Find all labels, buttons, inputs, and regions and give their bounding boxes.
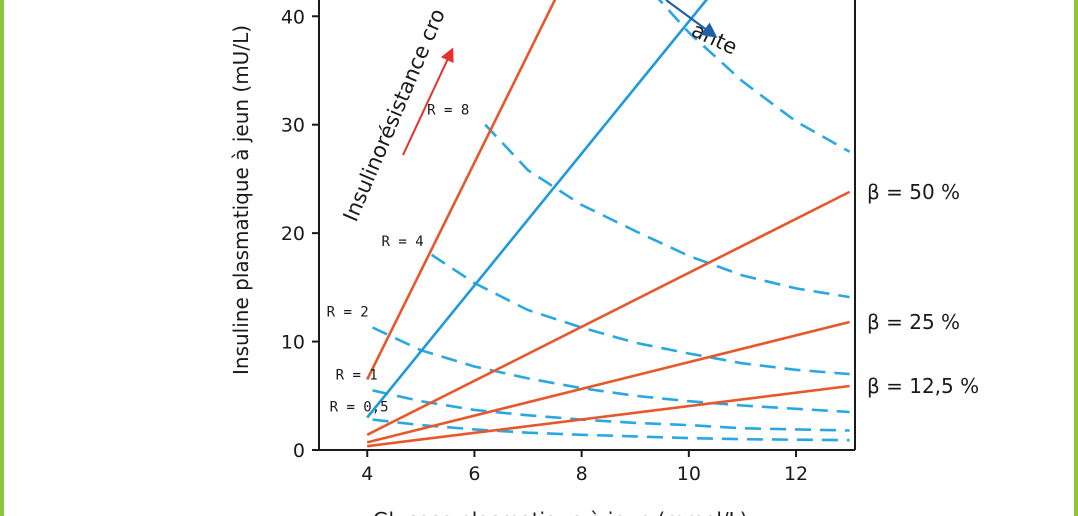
insulin-glucose-chart: 4 6 8 10 12 0 10 20 30 40 R = 8 R = 4 R = 2 R = 1 R =… — [229, 0, 979, 516]
iso-r-curve-2 — [372, 326, 850, 414]
x-tick-label-10: 10 — [677, 463, 701, 485]
beta-line-4 — [367, 384, 850, 448]
secretion-annotation: ante — [688, 18, 741, 60]
beta-line-2 — [366, 190, 851, 436]
y-axis-title: Insuline plasmatique à jeun (mU/L) — [229, 25, 253, 375]
x-tick-label-8: 8 — [576, 463, 588, 485]
iso-r-label-1: R = 4 — [382, 234, 424, 250]
x-axis-title: Glucose plasmatique à jeun (mmol/L) — [373, 508, 748, 516]
y-tick-label-40: 40 — [281, 6, 305, 28]
iso-r-curve-5 — [657, 0, 851, 153]
secretion-arrow — [665, 0, 718, 38]
iso-r-label-0: R = 8 — [427, 103, 469, 119]
iso-r-curve-4 — [372, 418, 850, 442]
beta-line-3 — [366, 320, 850, 444]
iso-r-label-2: R = 2 — [327, 304, 369, 320]
beta-label-3: β = 25 % — [867, 310, 960, 334]
iso-r-curve-0 — [484, 123, 850, 299]
x-tick-label-12: 12 — [784, 463, 808, 485]
y-tick-label-30: 30 — [281, 115, 305, 137]
beta-line-0 — [366, 0, 557, 381]
beta-label-2: β = 50 % — [867, 180, 960, 204]
iso-r-curve-1 — [430, 253, 850, 376]
iso-r-curve-3 — [372, 389, 850, 432]
beta-label-4: β = 12,5 % — [867, 374, 979, 398]
iso-r-label-3: R = 1 — [336, 367, 378, 383]
x-tick-label-6: 6 — [468, 463, 480, 485]
iso-r-label-4: R = 0,5 — [330, 400, 389, 416]
y-tick-label-20: 20 — [281, 223, 305, 245]
beta-line-1 — [366, 0, 709, 419]
y-tick-label-10: 10 — [281, 332, 305, 354]
x-tick-label-4: 4 — [361, 463, 373, 485]
y-tick-label-0: 0 — [293, 440, 305, 462]
insulin-resistance-arrow — [402, 47, 454, 156]
